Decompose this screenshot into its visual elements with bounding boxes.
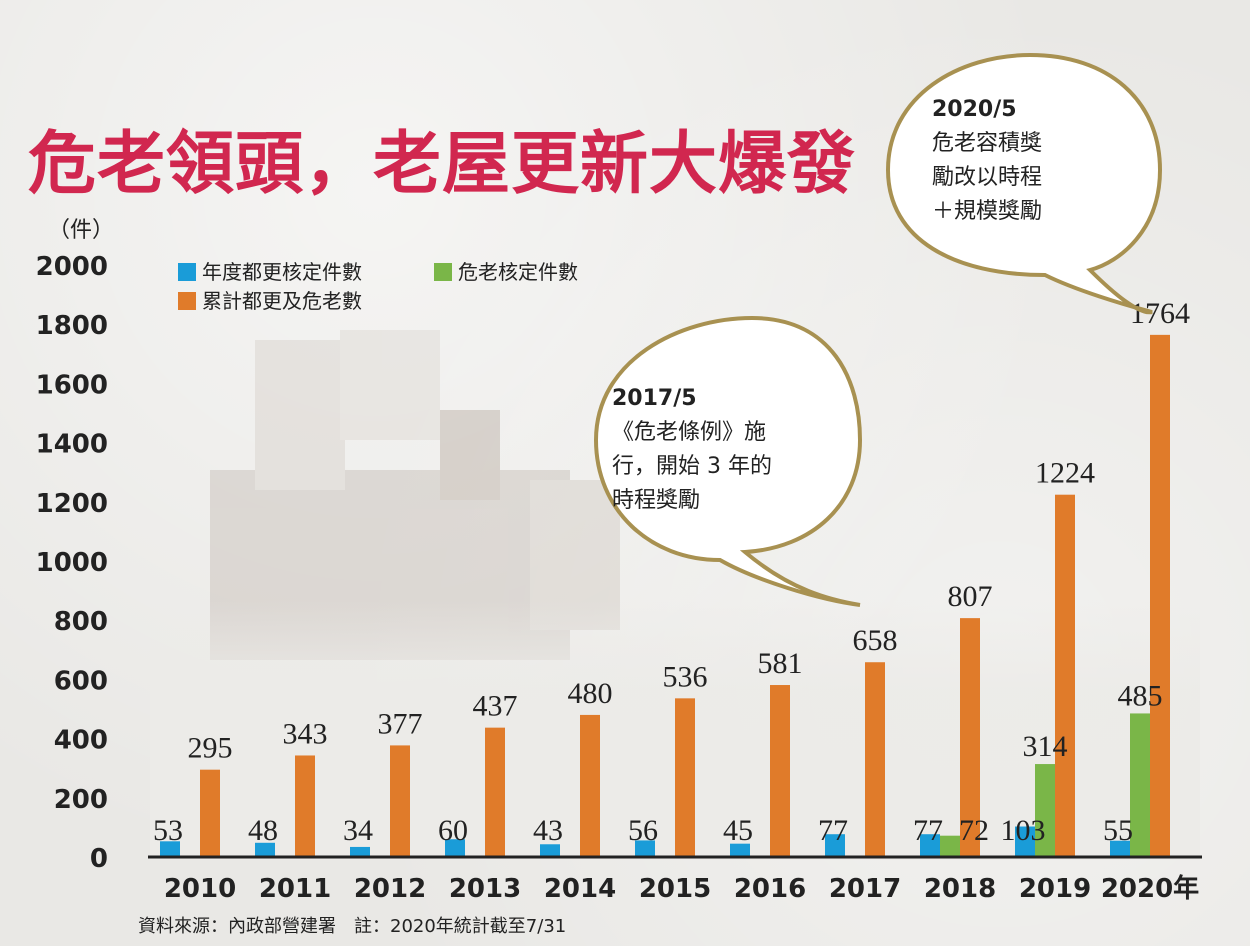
bar	[540, 844, 560, 857]
bar	[485, 727, 505, 857]
legend-swatch-orange	[178, 292, 196, 310]
callout-2017-text: 2017/5 《危老條例》施行，開始 3 年的時程獎勵	[612, 386, 772, 513]
bar	[730, 843, 750, 857]
bar	[675, 698, 695, 857]
bar	[865, 662, 885, 857]
data-label: 60	[438, 814, 468, 847]
source-note: 資料來源：內政部營建署 註：2020年統計截至7/31	[138, 916, 567, 937]
callout-line: 時程獎勵	[612, 488, 700, 513]
data-label: 581	[758, 647, 803, 680]
data-label: 45	[723, 814, 753, 847]
bar	[940, 835, 960, 857]
bar	[255, 842, 275, 857]
data-label: 53	[153, 814, 183, 847]
data-label: 56	[628, 814, 658, 847]
data-label: 103	[1001, 814, 1046, 847]
y-tick-label: 1600	[36, 370, 108, 400]
callout-line: 《危老條例》施	[612, 420, 766, 445]
data-label: 658	[853, 624, 898, 657]
bar	[580, 714, 600, 857]
data-label: 377	[378, 707, 423, 740]
x-tick-label: 2010	[164, 874, 236, 904]
bar	[295, 755, 315, 857]
x-tick-label: 2019	[1019, 874, 1091, 904]
x-tick-label: 2014	[544, 874, 616, 904]
data-label: 1224	[1035, 457, 1095, 490]
y-tick-label: 400	[54, 726, 108, 756]
x-axis: 2010 2011 2012 2013 2014 2015 2016 2017 2018 2019…	[164, 873, 1199, 904]
bar	[160, 841, 180, 857]
x-tick-label: 2011	[259, 874, 331, 904]
legend-item-cumulative: 累計都更及危老數	[178, 285, 362, 314]
bars: 53 295 48 343 34 377 60 437 43 480 56 536 45 581 77 658…	[153, 297, 1190, 858]
bar	[825, 834, 845, 857]
y-tick-label: 1200	[36, 489, 108, 519]
x-tick-label: 2018	[924, 874, 996, 904]
data-label: 536	[663, 660, 708, 693]
callout-line: 2020/5	[932, 97, 1017, 122]
y-axis: 0 200 400 600 800 1000 1200 1400 1600 1800 2000	[36, 252, 108, 874]
data-label: 77	[913, 814, 943, 847]
data-label: 807	[948, 580, 993, 613]
data-label: 314	[1023, 730, 1068, 763]
y-tick-label: 0	[90, 844, 108, 874]
x-tick-label: 2015	[639, 874, 711, 904]
bar	[770, 685, 790, 857]
bar	[1130, 713, 1150, 857]
bar	[960, 618, 980, 857]
data-label: 34	[343, 814, 373, 847]
data-label: 43	[533, 814, 563, 847]
y-tick-label: 1800	[36, 311, 108, 341]
x-tick-label: 2012	[354, 874, 426, 904]
bar	[1150, 334, 1170, 858]
callout-2017: 2017/5 《危老條例》施行，開始 3 年的時程獎勵	[593, 315, 863, 607]
x-tick-label: 2017	[829, 874, 901, 904]
bar	[635, 840, 655, 857]
y-tick-label: 800	[54, 607, 108, 637]
bar	[445, 839, 465, 857]
data-label: 55	[1103, 814, 1133, 847]
bar	[1035, 764, 1055, 857]
bar	[390, 745, 410, 857]
callout-line: 行，開始 3 年的	[612, 454, 772, 479]
bar	[920, 834, 940, 857]
x-tick-label: 2013	[449, 874, 521, 904]
bar	[1015, 826, 1035, 857]
data-label: 77	[818, 814, 848, 847]
y-tick-label: 200	[54, 785, 108, 815]
x-tick-label: 2020年	[1101, 873, 1199, 904]
callout-line: 危老容積獎	[932, 131, 1042, 156]
data-label: 343	[283, 717, 328, 750]
data-label: 1764	[1130, 297, 1190, 330]
bar	[1110, 840, 1130, 857]
x-tick-label: 2016	[734, 874, 806, 904]
legend-swatch-green	[434, 263, 452, 281]
legend-item-annual-urban-renewal: 年度都更核定件數	[178, 256, 362, 285]
chart-title: 危老領頭，老屋更新大爆發	[28, 125, 857, 204]
legend-item-dangerous-old-buildings: 危老核定件數	[434, 256, 578, 285]
data-label: 72	[959, 814, 989, 847]
data-label: 485	[1118, 679, 1163, 712]
data-label: 295	[188, 732, 233, 765]
y-tick-label: 1000	[36, 548, 108, 578]
bar	[350, 846, 370, 857]
callout-2020: 2020/5 危老容積獎勵改以時程 ＋規模獎勵	[885, 52, 1163, 315]
callout-line: ＋規模獎勵	[932, 199, 1042, 224]
bar	[1055, 494, 1075, 857]
callout-2020-text: 2020/5 危老容積獎勵改以時程 ＋規模獎勵	[932, 97, 1042, 224]
callout-line: 勵改以時程	[932, 165, 1042, 190]
y-tick-label: 1400	[36, 430, 108, 460]
callout-line: 2017/5	[612, 386, 697, 411]
data-label: 480	[568, 677, 613, 710]
data-label: 48	[248, 814, 278, 847]
data-label: 437	[473, 690, 518, 723]
bar	[200, 769, 220, 857]
legend-swatch-blue	[178, 263, 196, 281]
y-tick-label: 2000	[36, 252, 108, 282]
y-axis-unit: （件）	[48, 218, 115, 243]
y-tick-label: 600	[54, 666, 108, 696]
